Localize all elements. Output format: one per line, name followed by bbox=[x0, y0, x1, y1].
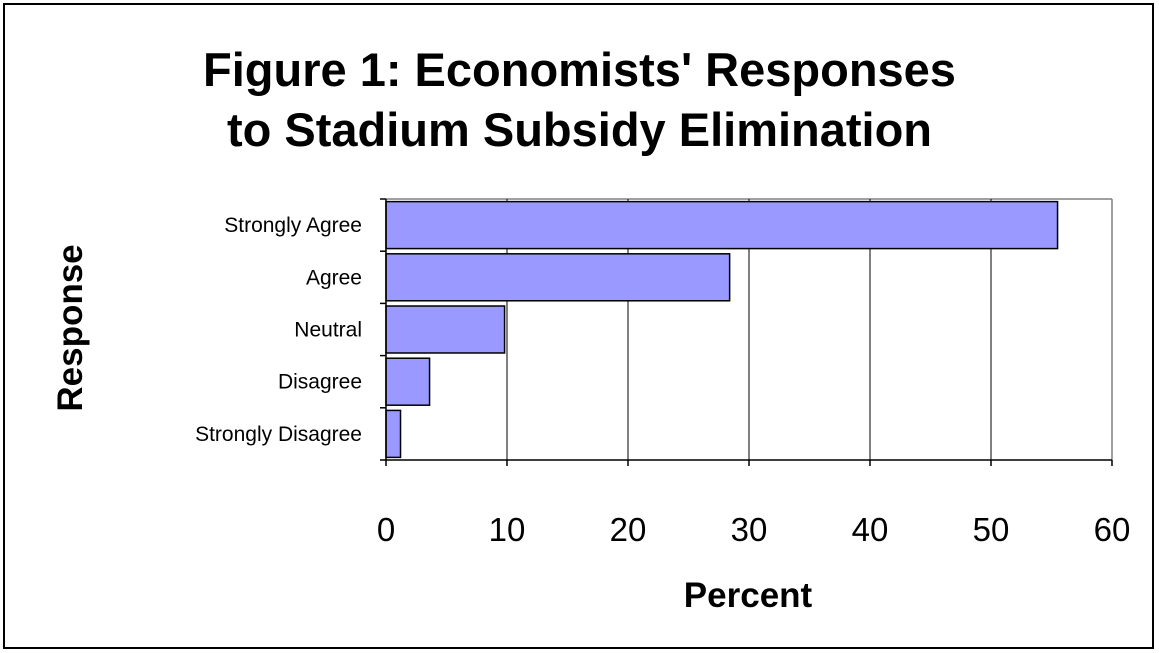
x-tick-label: 10 bbox=[489, 511, 526, 548]
x-tick-label: 20 bbox=[610, 511, 647, 548]
bar-strongly-disagree bbox=[385, 409, 402, 459]
category-labels: Strongly Agree Agree Neutral Disagree Strong… bbox=[195, 214, 362, 446]
bars bbox=[385, 200, 1059, 459]
bar-agree bbox=[385, 253, 731, 302]
chart-title-line2: to Stadium Subsidy Elimination bbox=[226, 103, 933, 156]
category-label: Neutral bbox=[294, 319, 362, 342]
x-tick-label: 50 bbox=[973, 511, 1010, 548]
axes bbox=[380, 198, 1113, 466]
category-label: Strongly Agree bbox=[224, 214, 362, 237]
x-tick-label: 0 bbox=[377, 511, 395, 548]
category-label: Disagree bbox=[278, 371, 362, 394]
bar-strongly-agree bbox=[385, 200, 1059, 250]
bar-disagree bbox=[385, 357, 431, 406]
x-axis-title: Percent bbox=[683, 576, 813, 615]
category-label: Strongly Disagree bbox=[195, 423, 362, 446]
x-tick-label: 60 bbox=[1094, 511, 1131, 548]
category-label: Agree bbox=[306, 266, 362, 289]
chart-title: Figure 1: Economists' Responses to Stadi… bbox=[0, 40, 1159, 160]
x-tick-label: 40 bbox=[852, 511, 889, 548]
x-tick-labels: 0 10 20 30 40 50 60 bbox=[377, 511, 1131, 548]
chart-frame bbox=[3, 3, 1154, 649]
bar-neutral bbox=[385, 305, 506, 354]
chart-title-line1: Figure 1: Economists' Responses bbox=[203, 43, 956, 96]
x-tick-label: 30 bbox=[731, 511, 768, 548]
